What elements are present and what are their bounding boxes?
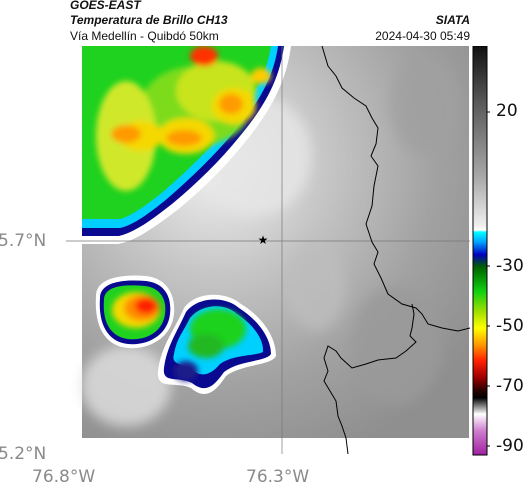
cloud-cluster-north [82, 46, 291, 244]
timestamp: 2024-04-30 05:49 [375, 29, 470, 43]
colorbar-tick-minus90: -90 [496, 436, 524, 456]
colorbar-tick-minus50: -50 [496, 316, 524, 336]
lon-tick-76.3: 76.3°W [246, 467, 310, 487]
station-marker-icon: ★ [258, 233, 269, 247]
cloud-cluster-west [95, 275, 175, 349]
colorbar-tick-20: 20 [496, 101, 518, 121]
colorbar-tick-minus70: -70 [496, 376, 524, 396]
satellite-map: ★ [66, 46, 470, 454]
org-label: SIATA [435, 13, 470, 27]
source-title: GOES-EAST [70, 0, 141, 12]
lon-tick-76.8: 76.8°W [32, 467, 96, 487]
colorbar-tick-minus30: -30 [496, 256, 524, 276]
product-title: Temperatura de Brillo CH13 [70, 13, 228, 27]
region-subtitle: Vía Medellín - Quibdó 50km [70, 29, 219, 43]
cloud-cluster-south [157, 294, 276, 395]
colorbar [472, 46, 490, 456]
lat-tick-5.7: 5.7°N [0, 231, 47, 251]
department-boundary [321, 46, 470, 454]
lat-tick-5.2: 5.2°N [0, 444, 47, 464]
